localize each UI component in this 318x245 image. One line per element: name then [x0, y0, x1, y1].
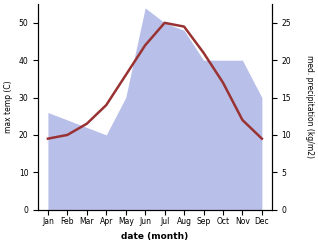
- Y-axis label: max temp (C): max temp (C): [4, 81, 13, 133]
- Y-axis label: med. precipitation (kg/m2): med. precipitation (kg/m2): [305, 55, 314, 159]
- X-axis label: date (month): date (month): [121, 232, 189, 241]
